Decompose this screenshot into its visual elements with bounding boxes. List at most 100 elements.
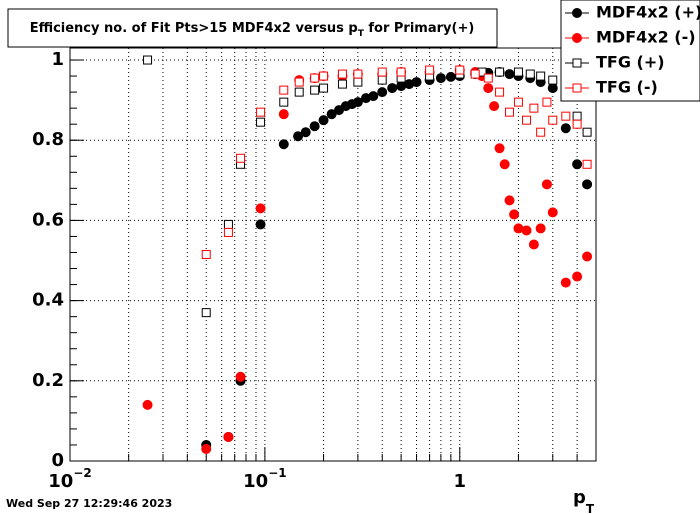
legend-label: TFG (+) — [596, 53, 665, 72]
y-tick-label: 1 — [51, 49, 64, 70]
data-point — [542, 97, 552, 107]
x-label-subscript: T — [586, 502, 595, 514]
chart-title: Efficiency no. of Fit Pts>15 MDF4x2 vers… — [30, 21, 475, 39]
legend-label: TFG (-) — [596, 78, 658, 97]
data-point — [513, 97, 523, 107]
data-point — [548, 75, 558, 85]
y-tick-label: 0.2 — [32, 370, 64, 391]
data-point — [535, 223, 546, 234]
data-point — [513, 67, 523, 77]
data-point — [201, 250, 211, 259]
plot-frame — [69, 47, 597, 462]
data-point — [377, 75, 387, 85]
data-point — [547, 83, 558, 94]
data-point — [505, 107, 515, 117]
data-point — [572, 271, 583, 282]
data-point — [235, 371, 246, 382]
legend-marker — [572, 83, 582, 93]
data-point — [513, 223, 524, 234]
data-point — [377, 67, 387, 77]
data-point — [223, 219, 233, 229]
legend-marker — [572, 33, 582, 43]
data-point — [483, 83, 494, 94]
legend-box — [560, 0, 700, 102]
data-point — [582, 251, 593, 262]
data-point — [536, 71, 546, 81]
data-point — [547, 207, 558, 218]
data-point — [582, 159, 592, 169]
data-point — [201, 308, 211, 318]
data-point — [522, 115, 532, 125]
data-point — [483, 73, 493, 83]
x-tick-label: 1 — [454, 471, 467, 492]
data-point — [368, 91, 379, 102]
x-label-text: p — [573, 487, 586, 508]
data-point — [337, 69, 347, 79]
data-point — [236, 153, 246, 163]
data-point — [504, 195, 515, 206]
data-point — [470, 69, 480, 79]
title-text: for Primary(+) — [364, 21, 474, 36]
data-point — [455, 65, 465, 75]
data-point — [318, 115, 329, 126]
x-tick-exponent: −1 — [268, 466, 286, 480]
data-point — [445, 71, 456, 82]
data-point — [294, 77, 304, 87]
data-point — [319, 83, 329, 93]
y-tick-label: 0.6 — [32, 209, 64, 230]
data-point — [396, 81, 407, 92]
data-point — [572, 119, 582, 129]
data-point — [387, 83, 398, 94]
data-point — [337, 79, 347, 89]
data-point — [582, 127, 592, 137]
y-tick-label: 0.4 — [32, 290, 64, 311]
data-point — [353, 77, 363, 87]
data-point — [293, 131, 304, 142]
x-tick-label: 10−2 — [48, 466, 91, 493]
data-point — [278, 139, 289, 150]
data-point — [279, 85, 289, 95]
data-point — [411, 77, 422, 88]
data-point — [223, 431, 234, 442]
x-tick-label: 10−1 — [243, 466, 286, 493]
data-point — [489, 101, 500, 112]
x-tick-base: 10 — [48, 471, 73, 492]
title-box — [7, 8, 498, 48]
data-point — [310, 85, 320, 95]
timestamp: Wed Sep 27 12:29:46 2023 — [6, 497, 172, 510]
data-point — [561, 111, 571, 121]
data-point — [256, 117, 266, 127]
data-point — [509, 209, 520, 220]
data-point — [319, 71, 329, 81]
series — [201, 65, 592, 259]
data-point — [582, 179, 593, 190]
data-point — [255, 219, 266, 230]
data-point — [300, 127, 311, 138]
data-point — [352, 97, 363, 108]
data-point — [255, 203, 266, 214]
data-point — [536, 127, 546, 137]
data-point — [504, 69, 515, 80]
data-point — [435, 73, 446, 84]
data-point — [201, 443, 212, 454]
title-text: Efficiency no. of Fit Pts>15 MDF4x2 vers… — [30, 21, 358, 36]
y-tick-label: 0.8 — [32, 129, 64, 150]
legend-marker — [572, 8, 582, 18]
data-point — [529, 103, 539, 113]
data-point — [294, 87, 304, 97]
data-point — [143, 55, 153, 65]
data-point — [548, 115, 558, 125]
data-point — [525, 69, 535, 79]
data-point — [494, 143, 505, 154]
data-point — [310, 73, 320, 83]
data-point — [541, 179, 552, 190]
y-tick-label: 0 — [51, 450, 64, 471]
legend-label: MDF4x2 (+) — [596, 3, 700, 22]
legend-label: MDF4x2 (-) — [596, 28, 696, 47]
data-point — [572, 159, 583, 170]
data-point — [560, 277, 571, 288]
x-tick-exponent: −2 — [73, 466, 91, 480]
data-point — [425, 65, 435, 75]
data-point — [256, 107, 266, 117]
